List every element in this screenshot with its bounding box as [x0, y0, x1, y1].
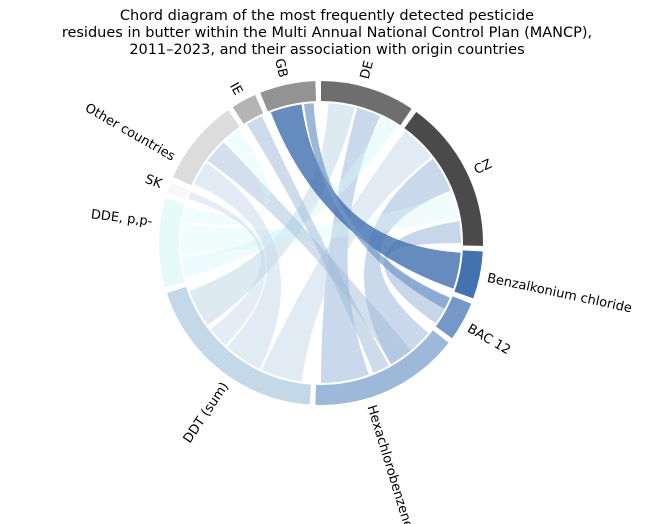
ribbon-sk-to-ddt-sum-: [188, 191, 266, 346]
ribbon-other-countries-to-ddt-sum-: [194, 162, 282, 369]
arc-sk: [166, 182, 190, 200]
ribbon-de-to-hexachlorobenzene: [321, 107, 381, 384]
label-hexachlorobenzene: Hexachlorobenzene: [364, 403, 416, 524]
group-arcs: [159, 81, 484, 405]
ribbon-de-to-ddt-sum-: [189, 103, 355, 326]
ribbon-other-countries-to-dde-p-p-: [182, 129, 270, 225]
label-ie: IE: [226, 80, 245, 98]
arc-cz: [404, 111, 484, 246]
arc-benzalkonium-chloride: [454, 250, 483, 299]
arc-hexachlorobenzene: [315, 330, 449, 405]
label-ddt-sum-: DDT (sum): [181, 380, 233, 446]
label-sk: SK: [143, 172, 164, 192]
arc-gb: [260, 81, 317, 112]
ribbon-other-countries-to-hexachlorobenzene: [207, 142, 411, 365]
label-other-countries: Other countries: [82, 101, 178, 165]
title-line-3: 2011–2023, and their association with or…: [129, 42, 525, 58]
arc-ddt-sum-: [166, 286, 312, 405]
label-dde-p-p-: DDE, p,p-: [90, 207, 154, 229]
ribbon-cz-to-hexachlorobenzene: [364, 158, 451, 365]
label-benzalkonium-chloride: Benzalkonium chloride: [486, 271, 634, 316]
ribbon-gb-to-benzalkonium-chloride: [270, 104, 461, 289]
ribbons: [180, 103, 461, 384]
title-line-1: Chord diagram of the most frequently det…: [119, 8, 535, 24]
arc-dde-p-p-: [159, 198, 185, 288]
label-cz: CZ: [472, 157, 495, 178]
chart-title: Chord diagram of the most frequently det…: [0, 8, 654, 59]
arc-other-countries: [173, 110, 240, 186]
arc-bac-12: [435, 296, 472, 339]
arc-de: [321, 81, 412, 126]
title-line-2: residues in butter within the Multi Annu…: [61, 25, 593, 41]
label-gb: GB: [271, 57, 290, 79]
label-bac-12: BAC 12: [464, 322, 513, 359]
ribbon-cz-to-dde-p-p-: [180, 192, 459, 256]
ribbon-de-to-dde-p-p-: [181, 117, 398, 277]
arc-ie: [232, 95, 264, 124]
ribbon-cz-to-ddt-sum-: [261, 131, 432, 382]
ribbon-ie-to-hexachlorobenzene: [246, 116, 389, 373]
label-de: DE: [358, 59, 377, 80]
